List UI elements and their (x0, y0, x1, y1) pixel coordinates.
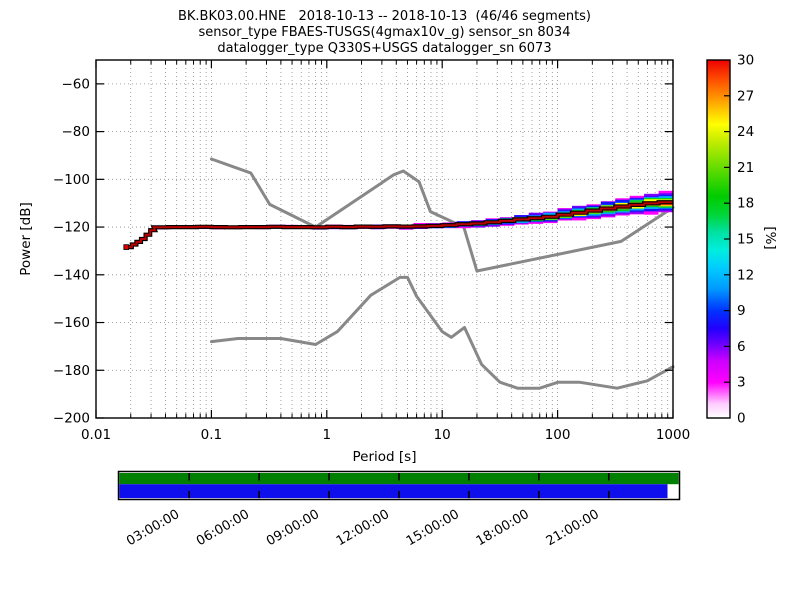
psd-mode-line (127, 200, 673, 250)
timeline-psd-coverage-blue (119, 484, 668, 499)
y-tick-label: −80 (62, 124, 91, 140)
y-tick-label: −160 (53, 315, 90, 331)
y-tick-label: −140 (53, 267, 90, 283)
x-tick-label: 1000 (656, 427, 690, 443)
y-tick-label: −60 (62, 76, 91, 92)
data-coverage-timeline: 03:00:00 06:00:00 09:00:00 12:00:00 15:00:00… (117, 470, 681, 549)
colorbar: 0 3 6 9 12 15 18 21 24 27 30 (706, 53, 754, 427)
colorbar-tick-label: 18 (737, 196, 754, 212)
x-tick-label: 0.01 (81, 427, 111, 443)
colorbar-tick-label: 21 (737, 160, 754, 176)
peterson-noise-model-curves (209, 157, 675, 390)
timeline-time-label: 18:00:00 (474, 507, 532, 549)
y-tick-label: −120 (53, 220, 90, 236)
colorbar-tick-label: 30 (737, 53, 754, 69)
chart-subtitle-sensor: sensor_type FBAES-TUSGS(4gmax10v_g) sens… (199, 25, 571, 40)
x-tick-label: 0.1 (201, 427, 222, 443)
colorbar-tick-label: 0 (737, 411, 746, 427)
timeline-time-label: 12:00:00 (334, 507, 392, 549)
chart-subtitle-datalogger: datalogger_type Q330S+USGS datalogger_sn… (217, 41, 551, 56)
nhnm-curve (209, 157, 675, 273)
colorbar-tick-label: 3 (737, 375, 746, 391)
x-tick-label: 100 (545, 427, 571, 443)
colorbar-tick-label: 9 (737, 303, 746, 319)
plot-border (95, 59, 674, 419)
colorbar-tick-label: 15 (737, 232, 754, 248)
timeline-time-label: 09:00:00 (264, 507, 322, 549)
psd-distribution (123, 190, 673, 250)
chart-title: BK.BK03.00.HNE 2018-10-13 -- 2018-10-13 … (178, 9, 591, 24)
y-axis-label: Power [dB] (18, 202, 34, 275)
timeline-time-label: 03:00:00 (124, 507, 182, 549)
timeline-time-label: 21:00:00 (544, 507, 602, 549)
y-tick-label: −200 (53, 411, 90, 427)
x-tick-label: 10 (434, 427, 451, 443)
y-tick-label: −100 (53, 172, 90, 188)
colorbar-tick-label: 12 (737, 267, 754, 283)
colorbar-tick-label: 27 (737, 88, 754, 104)
timeline-time-label: 06:00:00 (194, 507, 252, 549)
grid-lines (96, 60, 673, 418)
colorbar-label: [%] (762, 226, 778, 249)
x-tick-label: 1 (323, 427, 332, 443)
colorbar-tick-label: 6 (737, 339, 746, 355)
colorbar-tick-label: 24 (737, 124, 754, 140)
x-axis-label: Period [s] (353, 449, 417, 465)
timeline-time-label: 15:00:00 (404, 507, 462, 549)
psd-start-marker (123, 244, 130, 250)
y-tick-label: −180 (53, 363, 90, 379)
psd-mode-core-line (127, 201, 673, 249)
nlnm-curve (209, 275, 675, 390)
